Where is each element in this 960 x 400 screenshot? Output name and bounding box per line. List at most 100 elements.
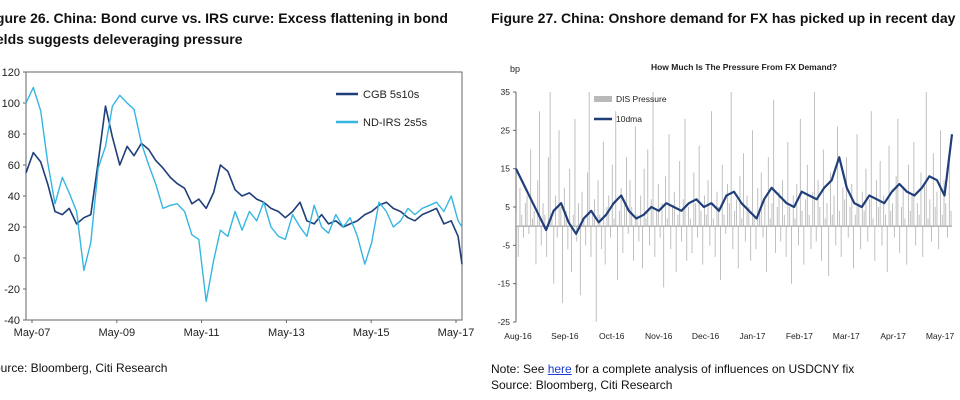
dis-pressure-bar	[730, 92, 732, 227]
dis-pressure-bar	[553, 226, 555, 284]
dis-pressure-bar	[947, 226, 948, 238]
dis-pressure-bar	[627, 226, 629, 234]
right-figure-title: Figure 27. China: Onshore demand for FX …	[491, 10, 956, 26]
dis-pressure-bar	[932, 153, 934, 227]
dis-pressure-bar	[555, 195, 556, 227]
left-y-tick-label: 0	[14, 253, 20, 265]
dis-pressure-bar	[775, 226, 776, 253]
dis-pressure-bar	[583, 218, 585, 227]
dis-pressure-bar	[911, 195, 913, 227]
dis-pressure-bar	[773, 99, 775, 227]
dis-pressure-bar	[670, 226, 672, 250]
dis-pressure-bar	[682, 199, 684, 227]
dis-pressure-bar	[712, 218, 714, 227]
dis-pressure-bar	[885, 214, 886, 227]
dis-pressure-bar	[697, 226, 698, 238]
dis-pressure-bar	[901, 207, 902, 227]
dis-pressure-bar	[869, 199, 870, 227]
dis-pressure-bar	[748, 207, 750, 227]
right-note: Note: See here for a complete analysis o…	[491, 362, 854, 377]
dis-pressure-bar	[688, 207, 689, 227]
dis-pressure-bar	[691, 226, 693, 253]
dis-pressure-bar	[743, 153, 744, 227]
dis-pressure-bar	[943, 180, 945, 227]
dis-pressure-bar	[652, 92, 654, 227]
dis-pressure-bar	[666, 218, 668, 227]
dis-pressure-bar	[808, 214, 810, 227]
right-x-tick-label: Sep-16	[551, 331, 579, 341]
right-y-tick-label: 15	[501, 164, 511, 174]
dis-pressure-bar	[613, 218, 615, 227]
dis-pressure-bar	[744, 226, 746, 242]
dis-pressure-bar	[920, 172, 922, 227]
dis-pressure-bar	[649, 226, 650, 246]
right-x-tick-label: Dec-16	[692, 331, 720, 341]
dis-pressure-bar	[737, 226, 739, 269]
series-line-cgb-5s10s	[25, 105, 463, 265]
dis-pressure-bar	[760, 172, 762, 227]
dis-pressure-bar	[700, 210, 702, 227]
dis-pressure-bar	[815, 226, 817, 242]
dis-pressure-bar	[711, 111, 712, 227]
dis-pressure-bar	[581, 191, 583, 227]
dis-pressure-bar	[539, 111, 540, 227]
right-figure-panel: Figure 27. China: Onshore demand for FX …	[486, 0, 960, 400]
dis-pressure-bar	[636, 214, 638, 227]
dis-pressure-bar	[844, 199, 846, 227]
dis-pressure-bar	[736, 199, 737, 227]
dis-pressure-bar	[544, 214, 546, 227]
dis-pressure-bar	[925, 92, 927, 227]
left-x-tick-label: May-13	[268, 327, 305, 339]
dis-pressure-bar	[934, 207, 936, 227]
dis-pressure-bar	[723, 214, 725, 227]
dis-pressure-bar	[665, 176, 666, 227]
dis-pressure-bar	[516, 210, 517, 227]
dis-pressure-bar	[656, 210, 658, 227]
dis-pressure-bar	[535, 226, 537, 265]
dis-pressure-bar	[601, 226, 603, 250]
dis-pressure-bar	[791, 226, 792, 284]
note-link[interactable]: here	[547, 362, 572, 376]
dis-pressure-bar	[595, 226, 597, 322]
dis-pressure-bar	[517, 226, 519, 257]
dis-pressure-bar	[721, 164, 723, 227]
legend-label: 10dma	[616, 114, 642, 124]
left-x-tick-label: May-09	[98, 327, 135, 339]
dis-pressure-bar	[755, 226, 757, 250]
dis-pressure-bar	[819, 207, 821, 227]
dis-pressure-bar	[879, 161, 881, 227]
dis-pressure-bar	[597, 180, 599, 227]
left-y-tick-label: -20	[4, 284, 20, 296]
right-x-tick-label: Jan-17	[739, 331, 765, 341]
dis-pressure-bar	[945, 203, 947, 227]
dis-pressure-bar	[657, 184, 659, 227]
dis-pressure-bar	[686, 226, 688, 261]
dis-pressure-bar	[826, 203, 828, 227]
dis-pressure-bar	[865, 168, 867, 227]
dis-pressure-bar	[883, 195, 885, 227]
right-x-tick-label: Apr-17	[880, 331, 906, 341]
dis-pressure-bar	[698, 145, 700, 227]
dis-pressure-bar	[728, 203, 730, 227]
dis-pressure-bar	[530, 149, 532, 227]
dis-pressure-bar	[863, 210, 865, 227]
dis-pressure-bar	[647, 149, 649, 227]
legend-label: ND-IRS 2s5s	[363, 117, 428, 129]
right-chart-title: How Much Is The Pressure From FX Demand?	[651, 62, 837, 72]
dis-pressure-bar	[780, 226, 782, 242]
dis-pressure-bar	[915, 226, 917, 246]
dis-pressure-bar	[629, 180, 631, 227]
dis-pressure-bar	[853, 226, 854, 269]
right-x-tick-label: Feb-17	[786, 331, 813, 341]
dis-pressure-bar	[519, 187, 521, 227]
dis-pressure-bar	[634, 126, 636, 227]
dis-pressure-bar	[640, 195, 642, 227]
dis-pressure-bar	[532, 218, 533, 227]
dis-pressure-bar	[842, 187, 844, 227]
dis-pressure-bar	[569, 168, 571, 227]
right-x-tick-label: Nov-16	[645, 331, 673, 341]
dis-pressure-bar	[672, 207, 673, 227]
dis-pressure-bar	[876, 180, 877, 227]
dis-pressure-bar	[881, 226, 883, 246]
dis-pressure-bar	[874, 226, 876, 261]
